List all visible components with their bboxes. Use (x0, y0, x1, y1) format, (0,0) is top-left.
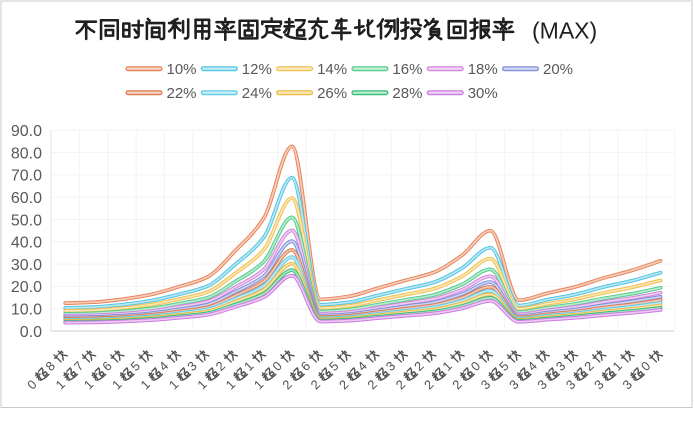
svg-text:30%: 30% (468, 85, 498, 102)
svg-text:26%: 26% (317, 85, 347, 102)
svg-text:10%: 10% (167, 61, 197, 78)
svg-text:10.0: 10.0 (11, 302, 42, 319)
svg-text:40.0: 40.0 (11, 235, 42, 252)
svg-text:18%: 18% (468, 61, 498, 78)
svg-text:50.0: 50.0 (11, 212, 42, 229)
svg-text:28%: 28% (392, 85, 422, 102)
svg-text:60.0: 60.0 (11, 190, 42, 207)
svg-text:0.0: 0.0 (20, 324, 42, 341)
svg-text:20.0: 20.0 (11, 279, 42, 296)
svg-text:70.0: 70.0 (11, 168, 42, 185)
svg-text:12%: 12% (242, 61, 272, 78)
svg-text:14%: 14% (317, 61, 347, 78)
svg-text:80.0: 80.0 (11, 145, 42, 162)
svg-text:22%: 22% (167, 85, 197, 102)
svg-text:20%: 20% (543, 61, 573, 78)
svg-text:(MAX): (MAX) (532, 17, 597, 43)
svg-text:90.0: 90.0 (11, 123, 42, 140)
svg-text:16%: 16% (392, 61, 422, 78)
svg-text:24%: 24% (242, 85, 272, 102)
svg-text:30.0: 30.0 (11, 257, 42, 274)
